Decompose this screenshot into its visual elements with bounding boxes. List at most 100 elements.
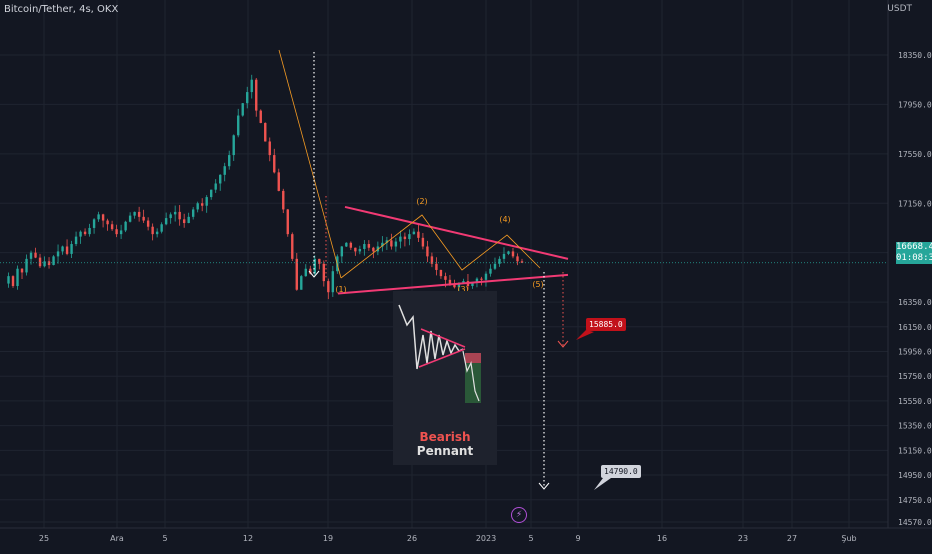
y-tick-label: 15350.0	[898, 422, 932, 431]
candle-body	[417, 231, 420, 238]
pennant-lower-line	[337, 273, 569, 295]
candle-body	[110, 224, 114, 230]
candle-body	[412, 231, 416, 235]
candle-body	[273, 155, 276, 173]
candle-body	[106, 220, 109, 225]
candle-body	[11, 276, 15, 287]
target-badge-1: 15885.0	[586, 318, 626, 331]
y-tick-label: 15950.0	[898, 348, 932, 357]
candle-body	[394, 241, 398, 247]
countdown-badge: 01:08:31	[896, 253, 932, 264]
candle-body	[237, 115, 240, 136]
pennant-upper-line	[344, 205, 569, 260]
candle-body	[345, 242, 348, 247]
candle-body	[38, 257, 42, 267]
candle-body	[300, 276, 303, 290]
candle-body	[232, 135, 235, 156]
y-tick-label: 15150.0	[898, 446, 932, 455]
candle-body	[173, 211, 177, 215]
candle-body	[169, 214, 172, 219]
candle-body	[25, 258, 28, 273]
candle-body	[52, 256, 55, 266]
candle-body	[70, 244, 73, 254]
x-tick-label: Ara	[110, 534, 124, 543]
candle-body	[516, 256, 519, 262]
y-tick-label: 15750.0	[898, 372, 932, 381]
candle-body	[318, 258, 321, 264]
candle-body	[286, 209, 289, 235]
wave-label: (5)	[532, 280, 543, 289]
candle-body	[259, 110, 262, 123]
candle-body	[83, 231, 87, 235]
candle-body	[241, 103, 244, 116]
candle-body	[61, 246, 64, 252]
candle-body	[43, 261, 46, 267]
candle-body	[304, 268, 307, 277]
x-tick-label: 2023	[476, 534, 496, 543]
candle-body	[462, 281, 465, 284]
candle-body	[187, 216, 190, 224]
flagpole-arrow	[308, 270, 320, 278]
candle-body	[457, 283, 461, 288]
candle-body	[228, 155, 231, 167]
candle-body	[182, 219, 186, 224]
candle-body	[322, 263, 326, 282]
candle-body	[65, 246, 69, 254]
candle-body	[29, 252, 33, 259]
x-tick-label: 16	[657, 534, 667, 543]
candle-body	[223, 166, 226, 175]
candle-body	[448, 279, 452, 285]
inset-title-bearish: Bearish	[419, 430, 471, 444]
candle-body	[390, 240, 393, 247]
candle-body	[219, 174, 222, 184]
candle-body	[277, 172, 280, 191]
candle-body	[421, 237, 425, 247]
lightning-icon[interactable]: ⚡	[511, 507, 527, 523]
candle-body	[146, 220, 150, 227]
candle-body	[79, 231, 82, 237]
candle-body	[137, 211, 141, 217]
candle-body	[381, 242, 384, 247]
y-tick-label: 17550.0	[898, 150, 932, 159]
bearish-pennant-inset: Bearish Pennant	[393, 291, 497, 465]
candle-body	[331, 271, 335, 293]
candle-body	[471, 282, 474, 287]
candle-body	[444, 276, 447, 280]
candle-body	[128, 215, 132, 222]
candle-body	[439, 269, 443, 277]
candle-body	[246, 92, 249, 104]
candle-body	[88, 227, 91, 235]
candle-body	[430, 256, 434, 264]
x-tick-label: 12	[243, 534, 253, 543]
wave-label: (3)	[457, 285, 468, 294]
candle-body	[313, 258, 316, 274]
candle-body	[372, 247, 375, 252]
x-tick-label: 25	[39, 534, 49, 543]
y-tick-label: 14570.0	[898, 518, 932, 527]
candle-body	[349, 242, 353, 248]
candle-body	[214, 183, 217, 190]
candle-body	[155, 231, 159, 235]
symbol-title: Bitcoin/Tether, 4s, OKX	[4, 4, 119, 15]
candle-body	[7, 276, 10, 284]
candle-body	[196, 203, 199, 210]
candle-body	[255, 79, 258, 111]
target-callout-tail-2	[594, 478, 611, 490]
currency-label: USDT	[887, 4, 912, 14]
candle-body	[511, 251, 515, 257]
candle-body	[16, 268, 19, 287]
x-tick-label: 23	[738, 534, 748, 543]
elliott-wave-line	[340, 214, 541, 279]
candle-body	[507, 251, 510, 254]
candle-body	[56, 251, 60, 257]
x-tick-label: 9	[575, 534, 580, 543]
y-tick-label: 16350.0	[898, 298, 932, 307]
inset-title: Bearish Pennant	[393, 430, 497, 458]
x-tick-label: Şub	[841, 534, 856, 543]
candle-body	[327, 281, 330, 293]
candle-body	[264, 122, 267, 142]
pennant-illustration	[398, 304, 481, 403]
candle-body	[250, 79, 253, 93]
